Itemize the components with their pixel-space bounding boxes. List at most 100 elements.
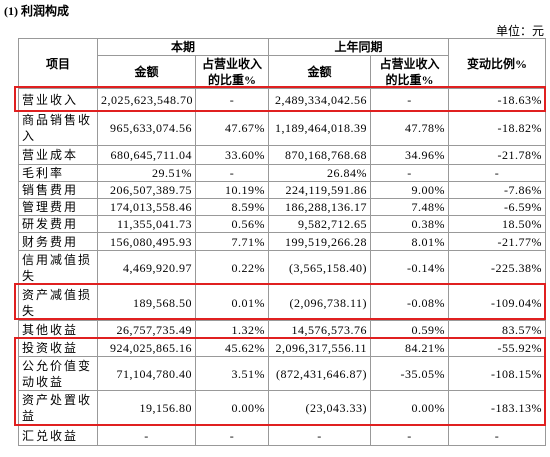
cell: -6.59% [448,198,547,216]
header-cell: 变动比例% [448,38,547,89]
header-cell: 金额 [97,55,196,89]
row-label: 研发费用 [18,215,98,233]
cell: 0.59% [370,320,450,339]
cell: - [268,425,372,446]
cell: 924,025,865.16 [97,338,196,357]
row-label: 销售费用 [18,181,98,199]
cell: - [194,164,270,182]
cell: - [194,425,270,446]
cell: 0.38% [370,215,450,233]
cell: - [370,164,450,182]
cell: -18.82% [448,110,547,146]
cell: 224,119,591.86 [268,181,372,199]
header-cell: 占营业收入的比重% [370,55,450,89]
table-row: 销售费用 206,507,389.75 10.19% 224,119,591.86 9.… [18,181,547,199]
table-row: 财务费用 156,080,495.93 7.71% 199,519,266.28 8.0… [18,232,547,251]
cell: 174,013,558.46 [97,198,196,216]
cell: -21.78% [448,145,547,165]
cell: 0.00% [370,390,450,426]
cell: 11,355,041.73 [97,215,196,233]
table-row: 其他收益 26,757,735.49 1.32% 14,576,573.76 0.59%… [18,320,547,339]
cell: 45.62% [194,338,270,357]
cell: -18.63% [448,88,547,111]
cell: 4,469,920.97 [97,250,196,285]
row-label: 信用减值损失 [18,250,98,285]
table-row: 公允价值变动收益 71,104,780.40 3.51% (872,431,646.8… [18,356,547,391]
row-label: 汇兑收益 [18,425,98,446]
cell: -7.86% [448,181,547,199]
cell: - [97,425,196,446]
cell: 7.48% [370,198,450,216]
cell: 1.32% [194,320,270,339]
header-cell: 占营业收入的比重% [194,55,270,89]
cell: 156,080,495.93 [97,232,196,251]
row-label: 管理费用 [18,198,98,216]
cell: -183.13% [448,390,547,426]
cell: 2,025,623,548.70 [97,88,196,111]
cell: 33.60% [194,145,270,165]
cell: 965,633,074.56 [97,110,196,146]
cell: 186,288,136.17 [268,198,372,216]
cell: 9.00% [370,181,450,199]
cell: 206,507,389.75 [97,181,196,199]
cell: 0.56% [194,215,270,233]
cell: 8.59% [194,198,270,216]
row-label: 财务费用 [18,232,98,251]
cell: (23,043.33) [268,390,372,426]
cell: - [370,425,450,446]
table-row: 管理费用 174,013,558.46 8.59% 186,288,136.17 7.4… [18,198,547,216]
cell: 47.78% [370,110,450,146]
cell: 84.21% [370,338,450,357]
section-title: (1) 利润构成 [4,4,69,18]
cell: 199,519,266.28 [268,232,372,251]
cell: 680,645,711.04 [97,145,196,165]
profit-table: 项目 本期 上年同期 变动比例% 金额 占营业收入的比重% 金额 占营业收入的比… [18,38,547,446]
cell: - [448,164,547,182]
header-cell: 上年同期 [268,38,450,56]
cell: 9,582,712.65 [268,215,372,233]
cell: 870,168,768.68 [268,145,372,165]
table-row: 信用减值损失 4,469,920.97 0.22% (3,565,158.40) -0.… [18,250,547,285]
table-row: 研发费用 11,355,041.73 0.56% 9,582,712.65 0.38% 1… [18,215,547,233]
cell: -55.92% [448,338,547,357]
cell: 83.57% [448,320,547,339]
highlight-box [14,86,546,112]
cell: -225.38% [448,250,547,285]
unit-label: 单位：元 [495,24,544,38]
cell: -0.14% [370,250,450,285]
cell: 10.19% [194,181,270,199]
row-label: 营业成本 [18,145,98,165]
table-row: 毛利率 29.51% -26.84% - - [18,164,547,182]
cell: 26,757,735.49 [97,320,196,339]
cell: 2,096,317,556.11 [268,338,372,357]
row-label: 资产处置收益 [18,390,98,426]
table-row: 投资收益 924,025,865.16 45.62% 2,096,317,556.11… [18,338,547,357]
cell: 0.22% [194,250,270,285]
cell: 7.71% [194,232,270,251]
highlight-box [14,283,546,320]
table-row: 汇兑收益 - - - - - [18,425,547,446]
header-cell: 项目 [18,38,98,89]
table-row: 商品销售收入 965,633,074.56 47.67% 1,189,464,018.… [18,110,547,146]
cell: 29.51% [97,164,196,182]
row-label: 营业收入 [18,88,98,111]
cell: - [448,425,547,446]
cell: (872,431,646.87) [268,356,372,391]
table-row: 营业成本 680,645,711.04 33.60% 870,168,768.68 34… [18,145,547,165]
cell: 34.96% [370,145,450,165]
cell: 14,576,573.76 [268,320,372,339]
table-row: 资产处置收益 19,156.80 0.00% (23,043.33) 0.00% -183… [18,390,547,426]
cell: 47.67% [194,110,270,146]
header-cell: 金额 [268,55,372,89]
cell: -21.77% [448,232,547,251]
cell: 1,189,464,018.39 [268,110,372,146]
row-label: 商品销售收入 [18,110,98,146]
header-cell: 本期 [96,38,270,56]
cell: 18.50% [448,215,547,233]
row-label: 其他收益 [18,320,98,339]
cell: (3,565,158.40) [268,250,372,285]
row-label: 毛利率 [18,164,98,182]
cell: 8.01% [370,232,450,251]
cell: 19,156.80 [97,390,196,426]
highlight-box [14,337,546,426]
